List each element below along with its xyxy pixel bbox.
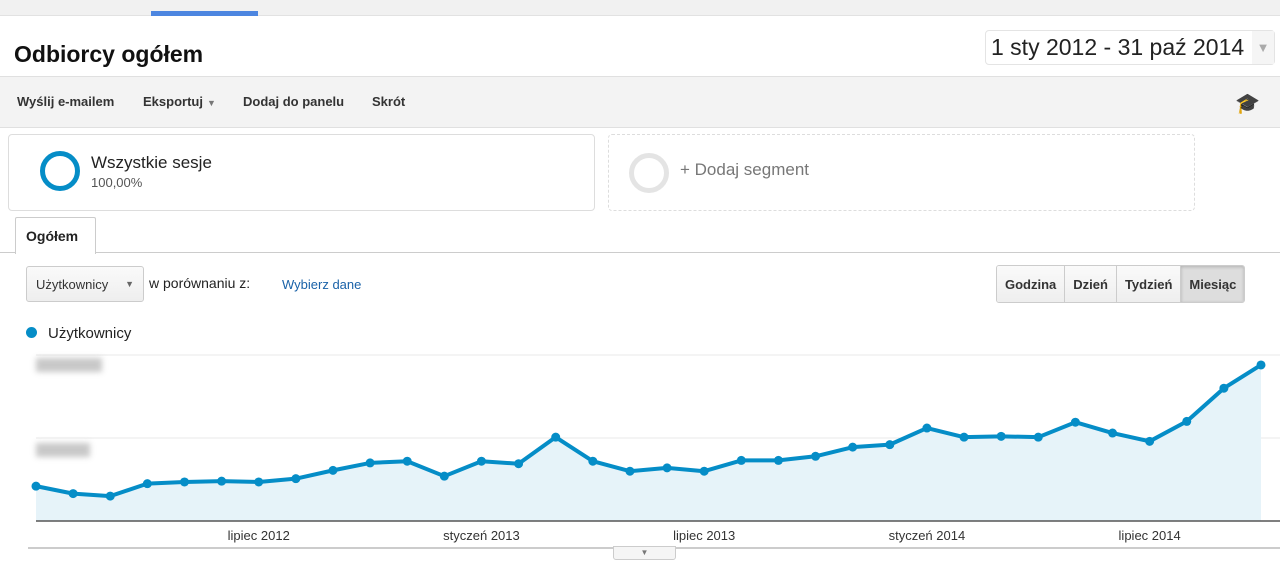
export-label: Eksportuj xyxy=(143,94,203,109)
choose-metric-link[interactable]: Wybierz dane xyxy=(282,277,362,292)
data-point xyxy=(291,474,301,484)
line-chart: lipiec 2012 styczeń 2013 lipiec 2013 stycze… xyxy=(28,354,1280,549)
data-point xyxy=(68,489,78,499)
chevron-down-icon[interactable]: ▼ xyxy=(1252,31,1274,64)
x-tick-label: styczeń 2013 xyxy=(443,528,520,543)
top-nav xyxy=(0,0,1280,16)
data-point xyxy=(439,471,449,481)
data-point xyxy=(1256,360,1266,370)
data-point xyxy=(328,465,338,475)
series-line xyxy=(35,363,1263,499)
metric-select[interactable]: Użytkownicy ▼ xyxy=(26,266,144,302)
segment-name: Wszystkie sesje xyxy=(91,153,212,172)
metric-select-value: Użytkownicy xyxy=(36,277,109,292)
shortcut-button[interactable]: Skrót xyxy=(372,94,406,109)
data-point xyxy=(1070,417,1080,427)
data-point xyxy=(514,459,524,469)
data-point xyxy=(217,476,227,486)
email-button[interactable]: Wyślij e-mailem xyxy=(17,94,115,109)
data-point xyxy=(254,477,264,487)
data-point xyxy=(773,455,783,465)
data-point xyxy=(31,481,41,491)
data-point xyxy=(1108,428,1118,438)
x-tick-label: styczeń 2014 xyxy=(889,528,966,543)
legend-label: Użytkownicy xyxy=(48,325,132,342)
data-point xyxy=(142,479,152,489)
tab-overview[interactable]: Ogółem xyxy=(15,217,96,254)
x-tick-label: lipiec 2013 xyxy=(673,528,735,543)
legend-dot-icon xyxy=(26,327,37,338)
tab-divider xyxy=(0,252,1280,253)
data-point xyxy=(179,477,189,487)
y-tick-blurred xyxy=(36,443,90,457)
data-point xyxy=(959,432,969,442)
date-range-text: 1 sty 2012 - 31 paź 2014 xyxy=(991,34,1245,60)
add-to-dashboard-button[interactable]: Dodaj do panelu xyxy=(243,94,345,109)
segment-ring-icon xyxy=(629,153,669,193)
page-title: Odbiorcy ogółem xyxy=(14,41,204,67)
date-range-picker[interactable]: 1 sty 2012 - 31 paź 2014 ▼ xyxy=(985,30,1275,65)
segment-ring-icon xyxy=(40,151,80,191)
add-segment-button[interactable]: + Dodaj segment xyxy=(608,134,1195,211)
chart-expand-handle[interactable]: ▼ xyxy=(613,546,676,560)
data-point xyxy=(105,491,115,501)
granularity-week[interactable]: Tydzień xyxy=(1115,266,1181,302)
graduation-cap-icon[interactable]: 🎓 xyxy=(1235,93,1260,115)
data-point xyxy=(1033,432,1043,442)
data-point xyxy=(736,455,746,465)
data-point xyxy=(996,431,1006,441)
granularity-month[interactable]: Miesiąc xyxy=(1180,266,1245,302)
compare-label: w porównaniu z: xyxy=(149,275,251,291)
granularity-hour[interactable]: Godzina xyxy=(997,266,1065,302)
x-tick-label: lipiec 2012 xyxy=(228,528,290,543)
segment-all-sessions[interactable]: Wszystkie sesje 100,00% xyxy=(8,134,595,211)
data-point xyxy=(402,456,412,466)
data-point xyxy=(922,423,932,433)
chevron-down-icon: ▼ xyxy=(125,279,134,289)
data-point xyxy=(811,451,821,461)
segment-percent: 100,00% xyxy=(91,175,143,190)
data-point xyxy=(551,432,561,442)
data-point xyxy=(588,456,598,466)
data-point xyxy=(476,456,486,466)
data-point xyxy=(1145,436,1155,446)
data-point xyxy=(1182,416,1192,426)
export-button[interactable]: Eksportuj ▼ xyxy=(143,94,216,109)
granularity-day[interactable]: Dzień xyxy=(1064,266,1116,302)
granularity-toggle: Godzina Dzień Tydzień Miesiąc xyxy=(996,265,1246,303)
data-point xyxy=(885,440,895,450)
chevron-down-icon: ▼ xyxy=(206,98,216,108)
toolbar: Wyślij e-mailem Eksportuj ▼ Dodaj do pane… xyxy=(0,76,1280,128)
data-point xyxy=(848,442,858,452)
data-point xyxy=(699,466,709,476)
data-point xyxy=(625,466,635,476)
area-fill xyxy=(36,364,1261,521)
data-point xyxy=(662,463,672,473)
add-segment-label: + Dodaj segment xyxy=(680,160,809,179)
y-tick-blurred xyxy=(36,358,102,372)
chart-legend: Użytkownicy xyxy=(26,325,131,342)
active-tab-indicator xyxy=(151,11,258,16)
data-point xyxy=(365,458,375,468)
data-point xyxy=(1219,383,1229,393)
x-tick-label: lipiec 2014 xyxy=(1119,528,1181,543)
